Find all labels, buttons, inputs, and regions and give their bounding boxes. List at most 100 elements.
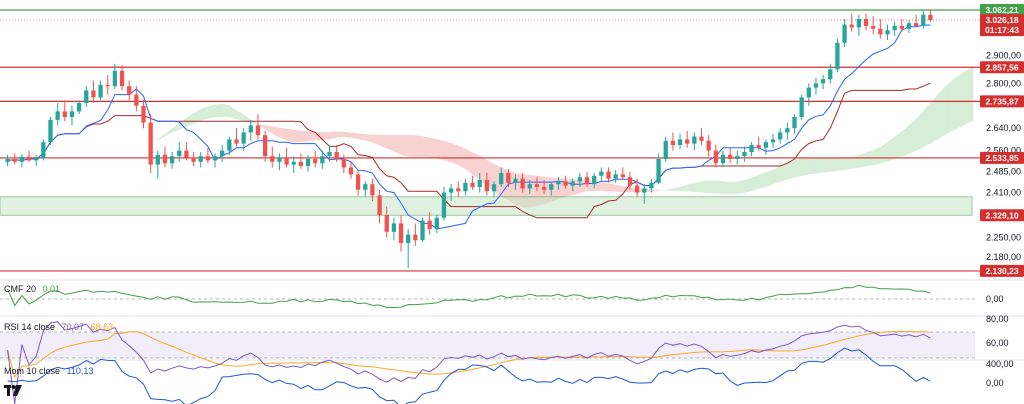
candle-body bbox=[892, 26, 897, 31]
candle-body bbox=[205, 156, 211, 161]
price-badge-box bbox=[980, 151, 1024, 164]
candle-body bbox=[5, 159, 10, 162]
cloud-segment bbox=[937, 86, 945, 140]
candle-body bbox=[656, 159, 661, 183]
candle-body bbox=[477, 180, 482, 187]
candle-body bbox=[928, 14, 933, 21]
price-badge: 2.857,56 bbox=[980, 61, 1024, 74]
cloud-segment bbox=[837, 157, 845, 171]
candle-body bbox=[69, 111, 75, 117]
candle-body bbox=[12, 159, 17, 162]
cloud-segment bbox=[379, 134, 387, 149]
cloud-segment bbox=[780, 162, 788, 182]
candle bbox=[198, 152, 203, 168]
cloud-segment bbox=[401, 134, 409, 157]
cloud-segment bbox=[358, 133, 366, 141]
candle bbox=[670, 132, 676, 151]
candle bbox=[792, 114, 797, 134]
candle bbox=[856, 14, 862, 36]
cloud-segment bbox=[959, 70, 967, 128]
candle bbox=[477, 173, 482, 193]
candle bbox=[484, 173, 490, 196]
candle-body bbox=[913, 23, 919, 26]
candle-body bbox=[434, 217, 439, 229]
candle bbox=[34, 154, 39, 166]
candle-body bbox=[813, 83, 819, 88]
price-badge-text: 01:17:43 bbox=[985, 25, 1019, 35]
cloud-segment bbox=[172, 123, 180, 133]
rsi-legend[interactable]: RSI 14 close 70,07 68,63 bbox=[4, 322, 117, 332]
candle bbox=[541, 180, 547, 194]
candle-body bbox=[227, 139, 232, 151]
candle bbox=[742, 146, 747, 162]
candle bbox=[98, 80, 103, 101]
candle-body bbox=[835, 42, 840, 70]
price-tick-label: 2.800,00 bbox=[986, 78, 1021, 88]
candle bbox=[899, 19, 904, 32]
price-tick-label: 2.485,00 bbox=[986, 167, 1021, 177]
candle-body bbox=[613, 174, 618, 179]
price-badge: 3.062,21 bbox=[980, 3, 1024, 16]
candle-body bbox=[699, 136, 704, 141]
price-badge-text: 3.062,21 bbox=[985, 5, 1018, 15]
candle-body bbox=[670, 140, 676, 145]
candle bbox=[806, 83, 811, 106]
candle-body bbox=[556, 181, 561, 185]
price-badge-box bbox=[980, 14, 1024, 27]
price-axis[interactable]: 2.900,00 2.800,00 2.640,00 2.560,00 2.485,00… bbox=[986, 50, 1021, 388]
candle-body bbox=[327, 152, 332, 157]
cloud-segment bbox=[730, 181, 738, 194]
candle-body bbox=[119, 70, 125, 87]
candle bbox=[434, 215, 439, 234]
candle bbox=[406, 229, 411, 269]
candle bbox=[727, 147, 733, 164]
candle-body bbox=[692, 136, 697, 144]
candle-body bbox=[906, 23, 912, 29]
candle-body bbox=[584, 177, 590, 185]
cloud-segment bbox=[651, 189, 659, 192]
candle-body bbox=[577, 177, 583, 182]
candle bbox=[41, 139, 46, 161]
candle-body bbox=[799, 97, 804, 117]
horizontal-levels[interactable] bbox=[0, 9, 980, 272]
candle-body bbox=[241, 132, 246, 144]
candle bbox=[19, 153, 25, 168]
candle-body bbox=[899, 26, 904, 29]
mom-legend[interactable]: Mom 10 close 110,13 bbox=[4, 366, 97, 376]
cloud-segment bbox=[658, 189, 666, 191]
candle bbox=[570, 178, 575, 192]
cmf-legend[interactable]: CMF 20 0,01 bbox=[4, 284, 64, 294]
price-tick-label: 2.180,00 bbox=[986, 252, 1021, 262]
candle bbox=[291, 156, 296, 173]
candle bbox=[584, 171, 590, 187]
candle bbox=[327, 146, 332, 162]
candle bbox=[677, 133, 683, 150]
cloud-segment bbox=[193, 108, 201, 124]
candle-body bbox=[262, 135, 268, 157]
cloud-segment bbox=[901, 125, 909, 157]
candle bbox=[649, 178, 654, 193]
cloud-segment bbox=[787, 159, 795, 180]
candle bbox=[184, 142, 189, 161]
candle-body bbox=[642, 188, 647, 193]
candle-body bbox=[255, 125, 261, 136]
candle-body bbox=[112, 70, 118, 87]
candle bbox=[134, 86, 139, 112]
candle bbox=[491, 181, 497, 197]
cloud-segment bbox=[372, 134, 380, 146]
candle bbox=[298, 153, 304, 169]
cloud-segment bbox=[665, 188, 673, 191]
tradingview-logo-icon[interactable] bbox=[4, 384, 22, 398]
candle-body bbox=[162, 154, 168, 164]
cloud-segment bbox=[286, 128, 294, 143]
rsi-axis-label: 80,00 bbox=[986, 314, 1009, 324]
candle-body bbox=[127, 86, 132, 95]
candle-body bbox=[277, 157, 282, 162]
candle-body bbox=[856, 19, 862, 28]
candle bbox=[720, 150, 726, 168]
candle bbox=[91, 80, 96, 103]
candle bbox=[892, 21, 897, 36]
candle-body bbox=[491, 184, 497, 192]
candle-body bbox=[134, 94, 139, 106]
